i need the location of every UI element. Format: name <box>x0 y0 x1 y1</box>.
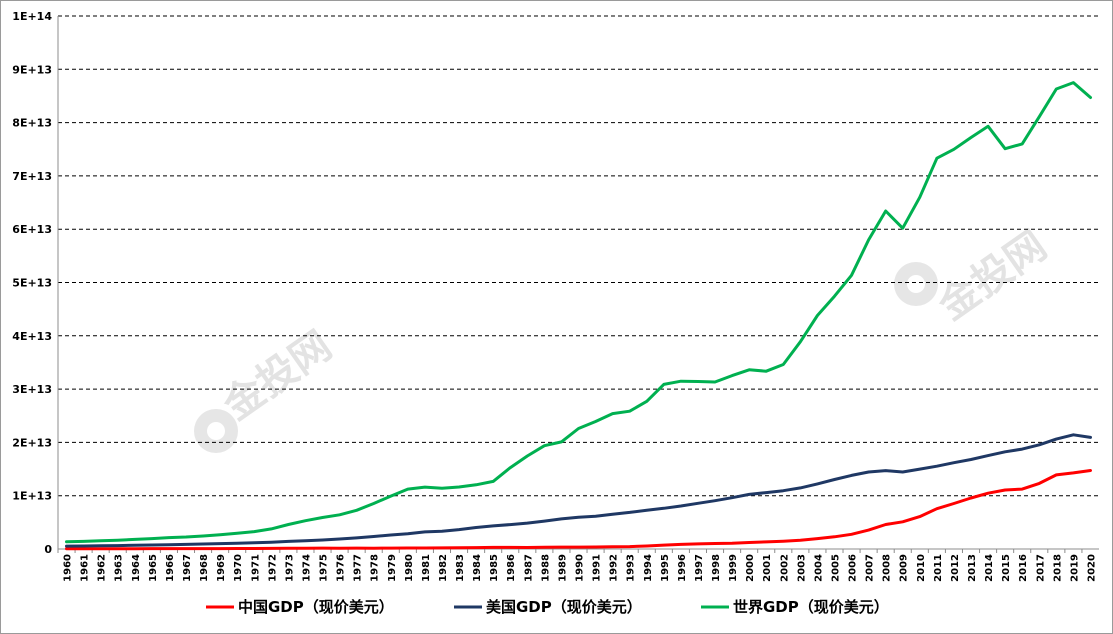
x-tick-label: 1988 <box>540 554 551 582</box>
x-tick-label: 2018 <box>1052 554 1063 582</box>
x-tick-label: 1986 <box>506 554 517 582</box>
x-tick-label: 1993 <box>626 554 637 582</box>
series-line <box>65 469 1092 551</box>
y-tick-label: 9E+13 <box>12 63 52 76</box>
watermark: 金投网 <box>894 223 1055 330</box>
x-tick-label: 1999 <box>728 554 739 582</box>
x-tick-label: 1976 <box>336 554 347 582</box>
x-tick-label: 2004 <box>813 554 824 582</box>
legend-item: 世界GDP（现价美元） <box>701 598 889 616</box>
series-line <box>65 81 1092 544</box>
series-1 <box>65 469 1092 551</box>
x-tick-labels: 1960 1961 1962 1963 1964 1965 1966 1967 1968 1969… <box>57 549 1097 582</box>
x-tick-label: 1981 <box>421 554 432 582</box>
legend-item: 美国GDP（现价美元） <box>454 598 642 616</box>
x-tick-label: 1987 <box>523 554 534 582</box>
x-tick-label: 1977 <box>353 554 364 582</box>
x-tick-label: 1995 <box>660 554 671 582</box>
legend-label: 美国GDP（现价美元） <box>486 598 642 616</box>
x-tick-label: 2020 <box>1086 554 1097 582</box>
legend: 中国GDP（现价美元） 美国GDP（现价美元） 世界GDP（现价美元） <box>206 598 889 616</box>
x-tick-label: 2008 <box>882 554 893 582</box>
x-tick-label: 2012 <box>950 554 961 582</box>
x-tick-label: 2016 <box>1018 554 1029 582</box>
x-tick-label: 2000 <box>745 554 756 582</box>
watermark-text: 金投网 <box>930 223 1056 330</box>
x-tick-label: 1998 <box>711 554 722 582</box>
x-tick-label: 1984 <box>472 554 483 582</box>
x-tick-label: 1965 <box>148 554 159 582</box>
x-tick-label: 2011 <box>933 554 944 582</box>
x-tick-label: 1962 <box>97 554 108 582</box>
x-tick-label: 1974 <box>301 554 312 582</box>
x-tick-label: 2019 <box>1069 554 1080 582</box>
x-tick-label: 2003 <box>796 554 807 582</box>
x-tick-label: 1997 <box>694 554 705 582</box>
series-3 <box>65 81 1092 544</box>
x-tick-label: 1971 <box>250 554 261 582</box>
y-tick-label: 4E+13 <box>12 330 52 343</box>
y-tick-label: 7E+13 <box>12 170 52 183</box>
x-tick-label: 1961 <box>80 554 91 582</box>
x-tick-label: 1978 <box>370 554 381 582</box>
x-tick-label: 2015 <box>1001 554 1012 582</box>
x-tick-label: 1983 <box>455 554 466 582</box>
x-tick-label: 1980 <box>404 554 415 582</box>
watermark-logo-inner-icon <box>207 422 225 440</box>
x-tick-label: 2013 <box>967 554 978 582</box>
x-tick-label: 2007 <box>865 554 876 582</box>
legend-label: 世界GDP（现价美元） <box>733 598 889 616</box>
x-tick-label: 1989 <box>557 554 568 582</box>
x-tick-label: 1969 <box>216 554 227 582</box>
x-tick-label: 2017 <box>1035 554 1046 582</box>
y-tick-label: 8E+13 <box>12 117 52 130</box>
x-tick-label: 2009 <box>899 554 910 582</box>
y-tick-label: 3E+13 <box>12 383 52 396</box>
x-tick-label: 2002 <box>779 554 790 582</box>
gridlines <box>58 15 1099 497</box>
x-tick-label: 1979 <box>387 554 398 582</box>
x-tick-label: 2006 <box>848 554 859 582</box>
series-lines <box>65 81 1092 551</box>
legend-label: 中国GDP（现价美元） <box>238 598 394 616</box>
x-tick-label: 1996 <box>677 554 688 582</box>
x-tick-label: 2010 <box>916 554 927 582</box>
y-tick-label: 6E+13 <box>12 223 52 236</box>
x-tick-label: 1973 <box>284 554 295 582</box>
x-tick-label: 1968 <box>199 554 210 582</box>
x-tick-label: 1994 <box>643 554 654 582</box>
x-tick-label: 1963 <box>114 554 125 582</box>
x-tick-label: 1966 <box>165 554 176 582</box>
x-tick-label: 1967 <box>182 554 193 582</box>
legend-item: 中国GDP（现价美元） <box>206 598 394 616</box>
x-tick-label: 1964 <box>131 554 142 582</box>
y-tick-label: 1E+13 <box>12 490 52 503</box>
x-tick-label: 2005 <box>830 554 841 582</box>
x-tick-label: 1985 <box>489 554 500 582</box>
y-tick-label: 1E+14 <box>12 10 52 23</box>
y-tick-labels: 0 1E+13 2E+13 3E+13 4E+13 5E+13 6E+13 7E+13 8E+1… <box>12 10 52 556</box>
y-tick-label: 5E+13 <box>12 277 52 290</box>
x-tick-label: 2001 <box>762 554 773 582</box>
x-tick-label: 2014 <box>984 554 995 582</box>
y-tick-label: 2E+13 <box>12 436 52 449</box>
series-2 <box>65 433 1092 548</box>
x-tick-label: 1991 <box>592 554 603 582</box>
x-tick-label: 1970 <box>233 554 244 582</box>
x-tick-label: 1990 <box>575 554 586 582</box>
watermark: 金投网 <box>194 323 340 453</box>
x-tick-label: 1982 <box>438 554 449 582</box>
watermark-text: 金投网 <box>215 323 341 430</box>
x-tick-label: 1960 <box>63 554 74 582</box>
x-tick-label: 1992 <box>609 554 620 582</box>
watermark-logo-inner-icon <box>907 275 925 293</box>
x-tick-label: 1972 <box>267 554 278 582</box>
x-tick-label: 1975 <box>319 554 330 582</box>
y-tick-label: 0 <box>44 543 52 556</box>
